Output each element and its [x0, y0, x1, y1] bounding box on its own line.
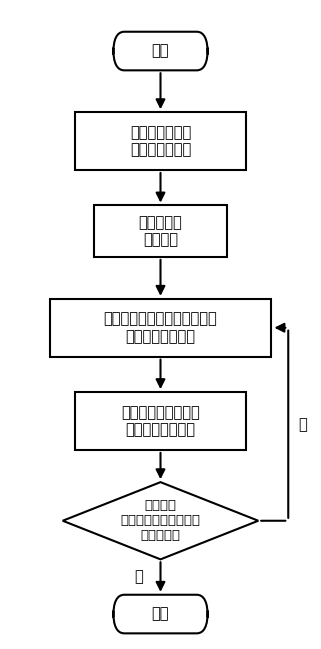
Text: 开始: 开始	[152, 43, 169, 58]
Text: 更新前后
安全速率之差绝对值小
于一固定值: 更新前后 安全速率之差绝对值小 于一固定值	[120, 499, 201, 543]
Text: 通过泄漏准则设计波束成形和
人工噪声投影向量: 通过泄漏准则设计波束成形和 人工噪声投影向量	[104, 312, 217, 344]
Bar	[50, 299, 271, 357]
Text: 发射机发送有用
信息和人工噪声: 发射机发送有用 信息和人工噪声	[130, 125, 191, 157]
Text: 结束: 结束	[152, 607, 169, 622]
Text: 否: 否	[298, 417, 307, 432]
FancyBboxPatch shape	[113, 594, 208, 633]
Polygon shape	[63, 482, 258, 559]
Text: 初始化功率
分配系数: 初始化功率 分配系数	[139, 215, 182, 247]
FancyBboxPatch shape	[113, 32, 208, 70]
Bar	[75, 112, 246, 170]
Text: 利用最大化安全速率
优化功率分配系数: 利用最大化安全速率 优化功率分配系数	[121, 405, 200, 437]
Text: 是: 是	[134, 570, 143, 585]
Bar	[94, 206, 227, 257]
Bar	[75, 392, 246, 450]
